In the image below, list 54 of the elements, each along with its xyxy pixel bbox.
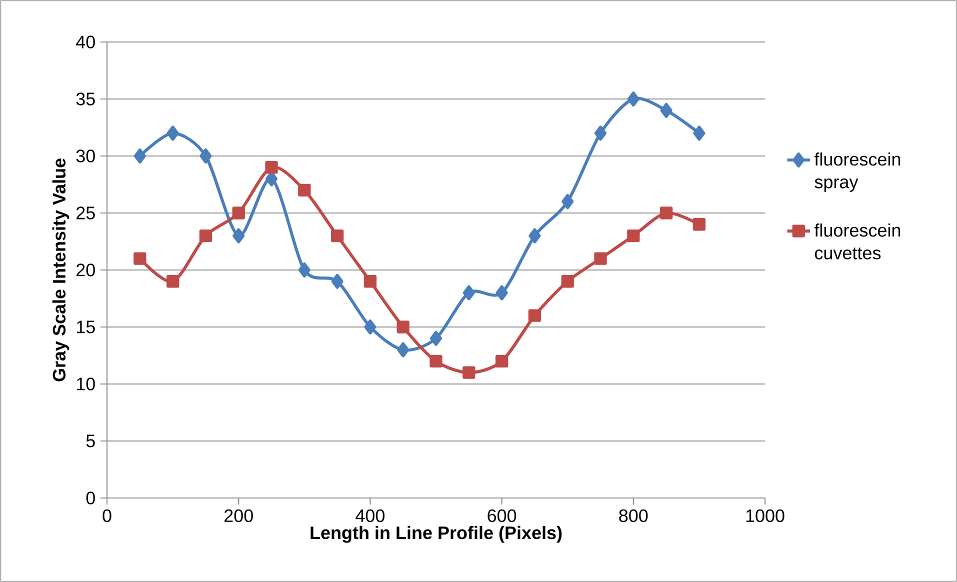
point xyxy=(364,275,377,288)
y-tick-label: 25 xyxy=(76,206,95,220)
point xyxy=(298,262,310,278)
y-tick-label: 0 xyxy=(86,492,95,504)
point xyxy=(430,354,442,368)
point xyxy=(232,206,245,220)
point xyxy=(692,218,706,231)
point xyxy=(627,91,640,107)
point xyxy=(660,102,672,118)
point xyxy=(562,194,574,210)
point xyxy=(134,252,146,265)
point xyxy=(200,148,212,164)
x-axis-title: Length in Line Profile (Pixels) xyxy=(310,526,562,543)
point xyxy=(528,309,542,322)
y-tick-label: 15 xyxy=(76,320,95,334)
point xyxy=(561,275,574,288)
x-tick-label: 600 xyxy=(488,509,516,522)
y-tick-label: 30 xyxy=(76,150,95,162)
point xyxy=(298,184,311,197)
point xyxy=(430,330,442,346)
y-tick-label: 5 xyxy=(86,434,95,448)
legend-label: fluorescein spray xyxy=(814,152,900,192)
point xyxy=(594,252,607,265)
y-axis-title: Gray Scale Intensity Value xyxy=(52,158,70,382)
point xyxy=(397,342,410,358)
point xyxy=(166,275,180,288)
point xyxy=(462,285,475,300)
point xyxy=(660,206,673,220)
point xyxy=(265,161,278,174)
y-tick-label: 10 xyxy=(76,378,95,390)
point xyxy=(396,320,410,334)
x-tick-label: 1000 xyxy=(746,509,784,522)
y-tick-label: 40 xyxy=(76,36,95,48)
x-tick-label: 400 xyxy=(356,509,385,522)
point xyxy=(134,148,146,164)
point xyxy=(462,366,476,379)
point xyxy=(232,228,245,244)
point xyxy=(495,354,508,368)
point xyxy=(594,126,607,141)
x-tick-label: 200 xyxy=(224,509,253,522)
point xyxy=(364,319,376,335)
point xyxy=(693,126,706,141)
point xyxy=(496,285,508,300)
point xyxy=(528,228,541,244)
point xyxy=(627,229,640,242)
point xyxy=(199,229,212,242)
y-tick-label: 35 xyxy=(76,92,95,106)
point xyxy=(330,229,344,242)
x-tick-label: 800 xyxy=(619,509,648,522)
x-tick-label: 0 xyxy=(102,509,112,522)
point xyxy=(331,274,344,289)
legend-label: fluorescein cuvettes xyxy=(814,224,900,260)
y-tick-label: 20 xyxy=(76,264,95,276)
point xyxy=(166,126,179,141)
